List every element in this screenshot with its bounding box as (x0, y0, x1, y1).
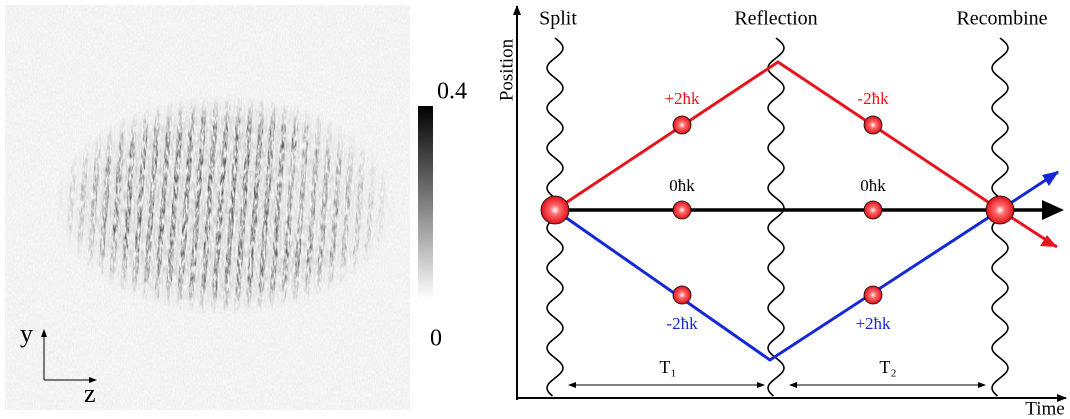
momentum-label: 0ħk (860, 176, 886, 195)
atom-cloud (672, 285, 692, 305)
lower-path (554, 170, 1059, 362)
colorbar (418, 106, 433, 300)
time-label: Time (1025, 398, 1064, 419)
event-label: Split (539, 8, 577, 30)
colorbar-min-label: 0 (430, 326, 442, 352)
middle-arrowhead (1042, 200, 1064, 220)
momentum-label: -2ħk (666, 314, 698, 333)
atom-cloud (672, 200, 692, 220)
position-label: Position (496, 38, 517, 101)
momentum-label: +2ħk (855, 314, 891, 333)
absorption-image (5, 5, 410, 410)
momentum-label: +2ħk (664, 89, 700, 108)
event-label: Recombine (956, 8, 1047, 30)
atom-cloud (863, 285, 883, 305)
atom-cloud (540, 195, 570, 225)
momentum-label: 0ħk (669, 176, 695, 195)
atom-cloud (672, 115, 692, 135)
z-axis-label: z (84, 379, 96, 408)
colorbar-max-label: 0.4 (437, 79, 467, 105)
upper-path (554, 60, 1058, 249)
event-label: Reflection (734, 8, 817, 30)
momentum-label: -2ħk (857, 89, 889, 108)
upper-arrowhead (1040, 235, 1057, 247)
atom-cloud (863, 200, 883, 220)
atom-cloud (985, 195, 1015, 225)
fringe-pattern (40, 80, 410, 340)
atom-cloud (863, 115, 883, 135)
laser-pulse (767, 37, 785, 397)
interval-label: T₁ (659, 357, 676, 377)
wave-lines (546, 37, 1009, 397)
interval-label: T₂ (879, 357, 896, 377)
lower-arrowhead (1042, 171, 1059, 186)
y-axis-label: y (20, 319, 33, 348)
